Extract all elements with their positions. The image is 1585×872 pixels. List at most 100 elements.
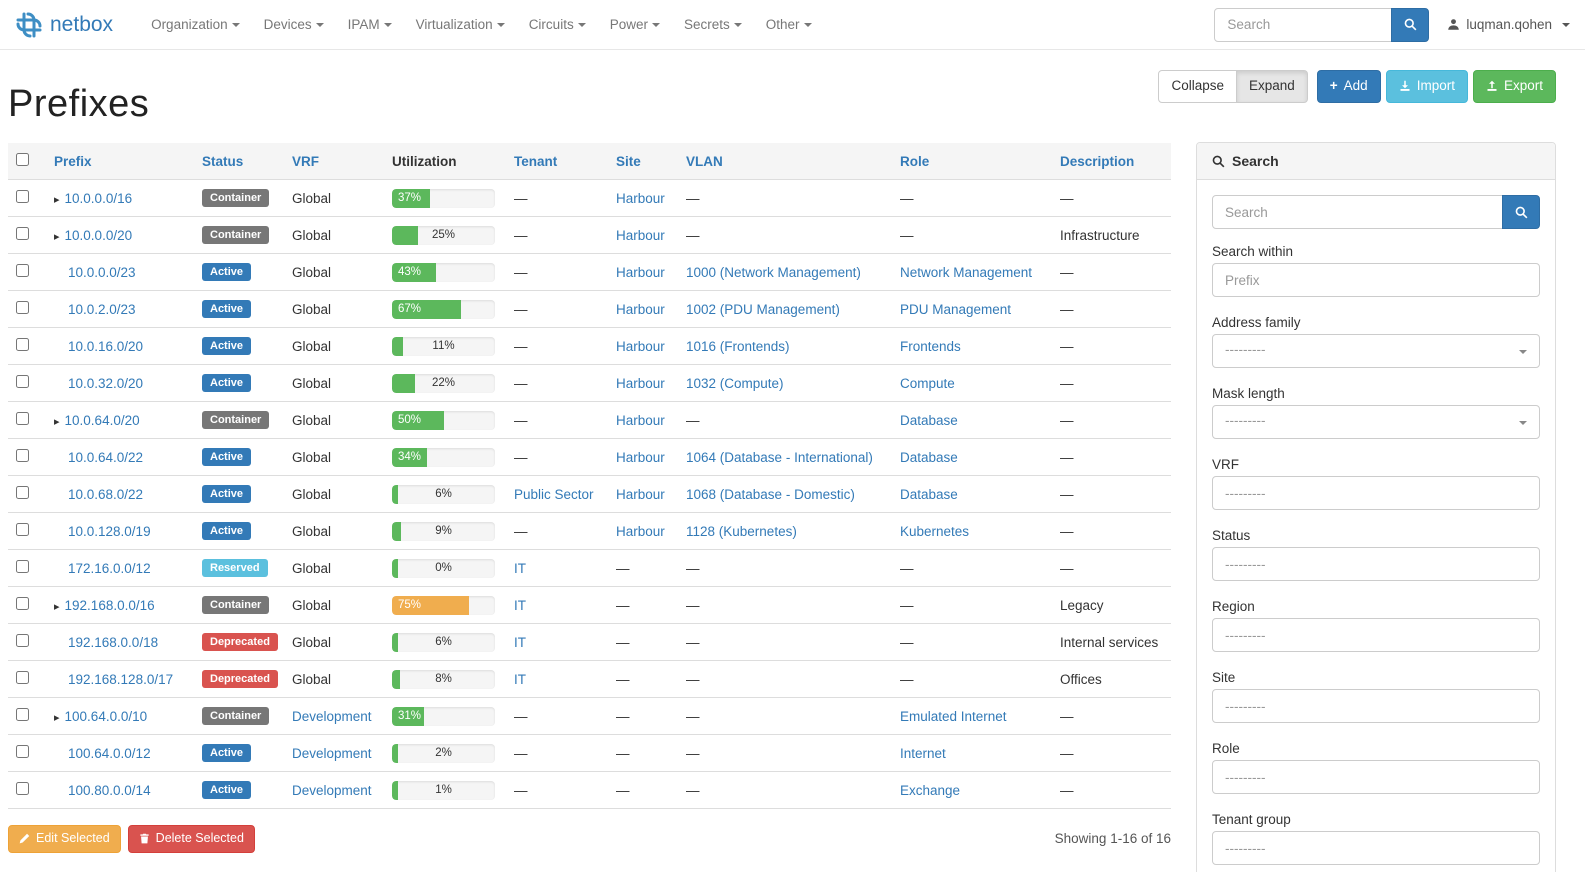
role-link[interactable]: Exchange: [900, 782, 961, 798]
expand-toggle-icon[interactable]: ▸: [54, 600, 60, 613]
navbar-search-input[interactable]: [1214, 7, 1393, 42]
filter-select-mask-length[interactable]: ---------: [1212, 405, 1540, 439]
role-link[interactable]: Network Management: [900, 264, 1033, 280]
vlan-link[interactable]: 1016 (Frontends): [686, 338, 790, 354]
row-checkbox[interactable]: [16, 523, 29, 536]
add-button[interactable]: + Add: [1316, 70, 1381, 103]
role-link[interactable]: Frontends: [900, 338, 961, 354]
column-header-prefix[interactable]: Prefix: [46, 143, 194, 180]
row-checkbox[interactable]: [16, 227, 29, 240]
prefix-link[interactable]: 192.168.0.0/18: [68, 634, 159, 650]
vlan-link[interactable]: 1032 (Compute): [686, 375, 784, 391]
row-checkbox[interactable]: [16, 190, 29, 203]
filter-input-vrf[interactable]: [1212, 476, 1540, 510]
filter-input-status[interactable]: [1212, 547, 1540, 581]
prefix-link[interactable]: 10.0.64.0/22: [68, 449, 144, 465]
vrf-link[interactable]: Development: [292, 782, 372, 798]
prefix-link[interactable]: 10.0.32.0/20: [68, 375, 144, 391]
prefix-link[interactable]: 10.0.0.0/23: [68, 264, 136, 280]
row-checkbox[interactable]: [16, 412, 29, 425]
role-link[interactable]: Database: [900, 412, 958, 428]
prefix-link[interactable]: 172.16.0.0/12: [68, 560, 151, 576]
prefix-link[interactable]: 100.64.0.0/12: [68, 745, 151, 761]
nav-item-devices[interactable]: Devices: [252, 2, 336, 47]
filter-select-address-family[interactable]: ---------: [1212, 334, 1540, 368]
vrf-link[interactable]: Development: [292, 745, 372, 761]
expand-toggle-icon[interactable]: ▸: [54, 230, 60, 243]
prefix-link[interactable]: 100.80.0.0/14: [68, 782, 151, 798]
nav-item-ipam[interactable]: IPAM: [336, 2, 404, 47]
role-link[interactable]: Emulated Internet: [900, 708, 1007, 724]
expand-button[interactable]: Expand: [1235, 70, 1308, 103]
site-link[interactable]: Harbour: [616, 338, 665, 354]
vlan-link[interactable]: 1002 (PDU Management): [686, 301, 840, 317]
tenant-link[interactable]: Public Sector: [514, 486, 594, 502]
select-all-checkbox[interactable]: [16, 153, 29, 166]
role-link[interactable]: PDU Management: [900, 301, 1012, 317]
expand-toggle-icon[interactable]: ▸: [54, 193, 60, 206]
role-link[interactable]: Compute: [900, 375, 955, 391]
navbar-search-button[interactable]: [1391, 7, 1430, 42]
filter-input-role[interactable]: [1212, 760, 1540, 794]
site-link[interactable]: Harbour: [616, 523, 665, 539]
row-checkbox[interactable]: [16, 375, 29, 388]
import-button[interactable]: Import: [1385, 70, 1468, 103]
column-header-vrf[interactable]: VRF: [284, 143, 384, 180]
column-header-description[interactable]: Description: [1052, 143, 1171, 180]
netbox-logo[interactable]: netbox: [15, 11, 113, 39]
prefix-link[interactable]: 10.0.68.0/22: [68, 486, 144, 502]
tenant-link[interactable]: IT: [514, 634, 526, 650]
nav-item-power[interactable]: Power: [598, 2, 672, 47]
prefix-link[interactable]: 10.0.64.0/20: [64, 412, 140, 428]
filter-input-site[interactable]: [1212, 689, 1540, 723]
prefix-link[interactable]: 100.64.0.0/10: [64, 708, 148, 724]
filter-input-tenant-group[interactable]: [1212, 831, 1540, 865]
user-menu[interactable]: luqman.qohen: [1447, 17, 1570, 32]
column-header-vlan[interactable]: VLAN: [678, 143, 892, 180]
role-link[interactable]: Internet: [900, 745, 946, 761]
row-checkbox[interactable]: [16, 597, 29, 610]
prefix-link[interactable]: 192.168.0.0/16: [64, 597, 155, 613]
column-header-role[interactable]: Role: [892, 143, 1052, 180]
row-checkbox[interactable]: [16, 264, 29, 277]
expand-toggle-icon[interactable]: ▸: [54, 415, 60, 428]
row-checkbox[interactable]: [16, 301, 29, 314]
tenant-link[interactable]: IT: [514, 597, 526, 613]
prefix-link[interactable]: 10.0.128.0/19: [68, 523, 151, 539]
role-link[interactable]: Kubernetes: [900, 523, 970, 539]
prefix-link[interactable]: 10.0.2.0/23: [68, 301, 136, 317]
nav-item-virtualization[interactable]: Virtualization: [404, 2, 517, 47]
row-checkbox[interactable]: [16, 449, 29, 462]
prefix-link[interactable]: 10.0.0.0/20: [64, 227, 133, 243]
export-button[interactable]: Export: [1472, 70, 1556, 103]
edit-selected-button[interactable]: Edit Selected: [8, 825, 121, 853]
row-checkbox[interactable]: [16, 338, 29, 351]
tenant-link[interactable]: IT: [514, 560, 526, 576]
vlan-link[interactable]: 1128 (Kubernetes): [686, 523, 797, 539]
site-link[interactable]: Harbour: [616, 301, 665, 317]
collapse-button[interactable]: Collapse: [1158, 70, 1237, 103]
column-header-tenant[interactable]: Tenant: [506, 143, 608, 180]
row-checkbox[interactable]: [16, 486, 29, 499]
column-header-site[interactable]: Site: [608, 143, 678, 180]
vlan-link[interactable]: 1068 (Database - Domestic): [686, 486, 855, 502]
row-checkbox[interactable]: [16, 560, 29, 573]
nav-item-organization[interactable]: Organization: [139, 2, 252, 47]
nav-item-other[interactable]: Other: [754, 2, 824, 47]
row-checkbox[interactable]: [16, 708, 29, 721]
filter-input-region[interactable]: [1212, 618, 1540, 652]
row-checkbox[interactable]: [16, 745, 29, 758]
site-link[interactable]: Harbour: [616, 375, 665, 391]
site-link[interactable]: Harbour: [616, 227, 665, 243]
role-link[interactable]: Database: [900, 486, 958, 502]
vrf-link[interactable]: Development: [292, 708, 372, 724]
site-link[interactable]: Harbour: [616, 449, 665, 465]
vlan-link[interactable]: 1064 (Database - International): [686, 449, 873, 465]
prefix-link[interactable]: 10.0.0.0/16: [64, 190, 133, 206]
nav-item-circuits[interactable]: Circuits: [517, 2, 598, 47]
column-header-status[interactable]: Status: [194, 143, 284, 180]
row-checkbox[interactable]: [16, 634, 29, 647]
row-checkbox[interactable]: [16, 782, 29, 795]
prefix-link[interactable]: 10.0.16.0/20: [68, 338, 144, 354]
role-link[interactable]: Database: [900, 449, 958, 465]
